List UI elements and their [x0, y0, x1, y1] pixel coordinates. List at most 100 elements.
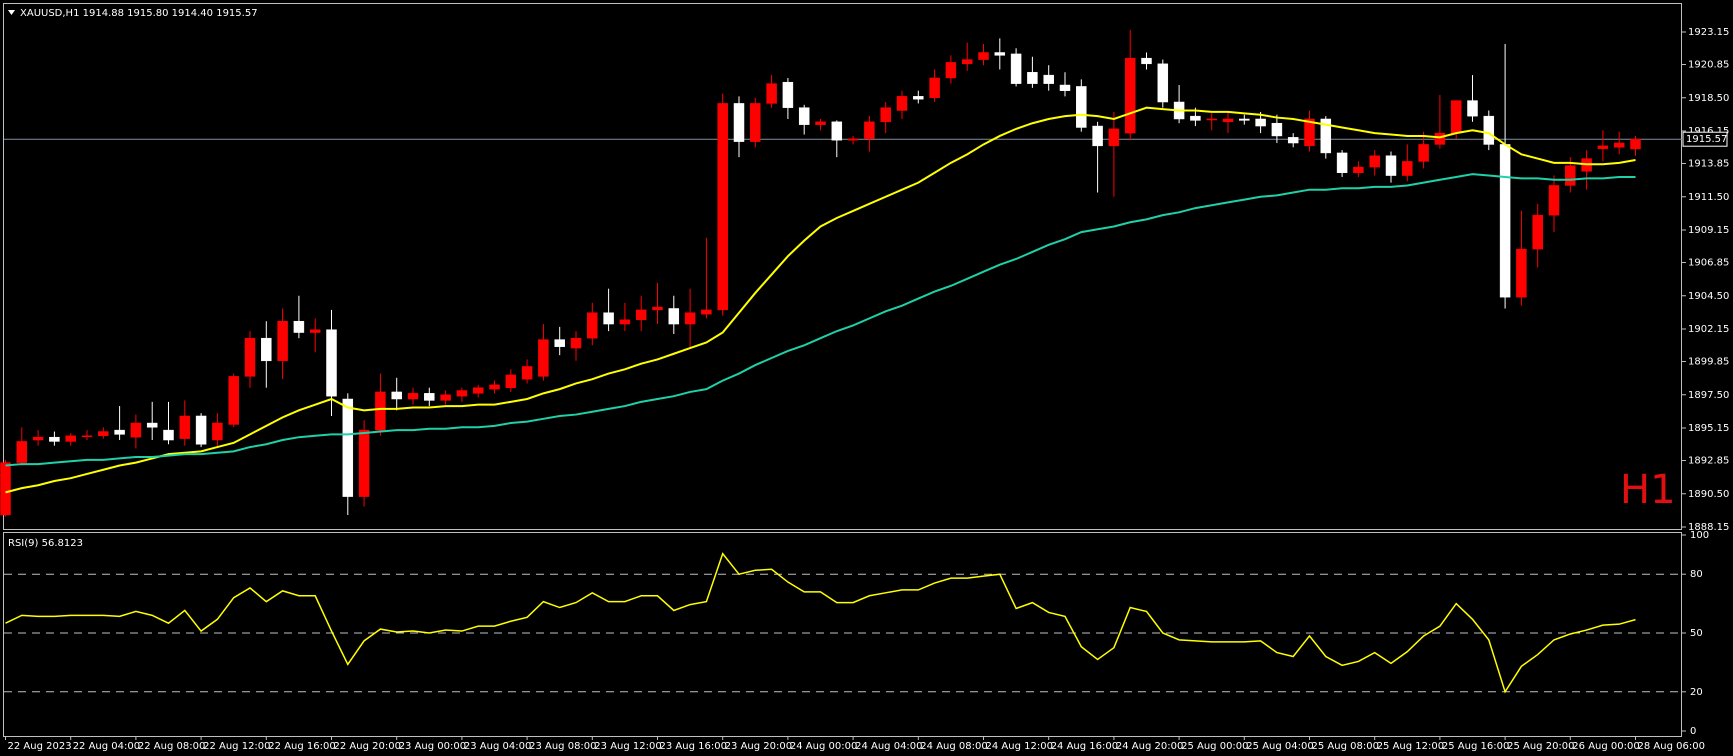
- x-tick-label: 22 Aug 04:00: [73, 741, 140, 752]
- candle-body: [717, 103, 728, 311]
- candle-body: [896, 96, 908, 111]
- x-tick-label: 24 Aug 20:00: [1116, 741, 1183, 752]
- x-tick-label: 23 Aug 20:00: [725, 741, 792, 752]
- rsi-tick-label: 100: [1690, 530, 1709, 541]
- candle-body: [1597, 145, 1609, 149]
- candle-body: [326, 329, 337, 397]
- y-tick-label: 1892.85: [1688, 456, 1729, 467]
- x-tick-label: 23 Aug 08:00: [529, 741, 596, 752]
- candle-body: [16, 441, 28, 463]
- candle-body: [163, 429, 174, 441]
- chart-title: XAUUSD,H1 1914.88 1915.80 1914.40 1915.5…: [20, 8, 258, 19]
- candle-body: [913, 96, 924, 100]
- candle-body: [1532, 214, 1543, 250]
- candle-body: [1076, 86, 1087, 128]
- candle-body: [880, 107, 891, 123]
- candle-body: [0, 462, 11, 516]
- x-tick-label: 25 Aug 08:00: [1312, 741, 1379, 752]
- candle-body: [1402, 161, 1413, 176]
- candle-body: [130, 422, 142, 438]
- candle-body: [1059, 84, 1071, 91]
- candle-body: [375, 391, 386, 431]
- candle-body: [228, 376, 239, 425]
- x-tick-label: 22 Aug 12:00: [203, 741, 270, 752]
- candle-body: [1304, 118, 1315, 147]
- candle-body: [407, 393, 419, 400]
- y-tick-label: 1899.85: [1688, 357, 1729, 368]
- candle-body: [929, 77, 940, 99]
- rsi-tick-label: 0: [1690, 726, 1696, 737]
- last-price-label: 1915.57: [1686, 134, 1727, 145]
- x-tick-label: 23 Aug 12:00: [594, 741, 661, 752]
- rsi-tick-label: 20: [1690, 687, 1703, 698]
- candle-body: [603, 312, 614, 325]
- candle-body: [440, 394, 451, 401]
- candle-body: [212, 422, 223, 441]
- last-price-box: [1682, 131, 1728, 147]
- x-tick-label: 24 Aug 16:00: [1051, 741, 1118, 752]
- candle-body: [1613, 142, 1625, 148]
- candle-body: [1157, 63, 1169, 103]
- x-tick-label: 25 Aug 04:00: [1246, 741, 1313, 752]
- y-tick-label: 1906.85: [1688, 258, 1729, 269]
- candle-body: [1565, 165, 1576, 186]
- candle-body: [489, 384, 500, 390]
- candle-body: [179, 415, 191, 439]
- y-tick-label: 1897.50: [1688, 390, 1729, 401]
- x-tick-label: 24 Aug 00:00: [790, 741, 857, 752]
- candle-body: [65, 435, 76, 442]
- x-tick-label: 22 Aug 08:00: [138, 741, 205, 752]
- x-tick-label: 28 Aug 06:00: [1638, 741, 1705, 752]
- rsi-line: [5, 552, 1636, 694]
- candle-body: [684, 312, 696, 325]
- candle-body: [81, 435, 93, 438]
- candle-body: [1010, 53, 1022, 84]
- candle-body: [1206, 118, 1217, 121]
- candle-body: [1499, 144, 1511, 298]
- candle-body: [1124, 57, 1136, 134]
- panel-menu-arrow: [8, 10, 15, 15]
- y-tick-label: 1895.15: [1688, 423, 1729, 434]
- candle-body: [1092, 125, 1103, 147]
- y-tick-label: 1913.85: [1688, 159, 1729, 170]
- x-tick-label: 22 Aug 16:00: [268, 741, 335, 752]
- y-tick-label: 1888.15: [1688, 522, 1729, 533]
- candle-body: [261, 337, 272, 362]
- candle-body: [98, 431, 109, 437]
- y-tick-label: 1920.85: [1688, 60, 1729, 71]
- y-tick-label: 1909.15: [1688, 225, 1729, 236]
- candle-body: [424, 393, 435, 401]
- candle-body: [146, 422, 158, 428]
- candle-body: [831, 121, 843, 141]
- candle-body: [1516, 248, 1527, 298]
- rsi-panel-frame: [3, 532, 1682, 737]
- candle-body: [1287, 137, 1299, 144]
- x-tick-label: 23 Aug 16:00: [660, 741, 727, 752]
- y-tick-label: 1911.50: [1688, 192, 1729, 203]
- candle-body: [994, 52, 1006, 56]
- candle-body: [782, 81, 794, 108]
- y-tick-label: 1916.15: [1688, 126, 1729, 137]
- candle-body: [815, 121, 826, 125]
- candle-body: [1385, 155, 1397, 176]
- rsi-tick-label: 80: [1690, 569, 1703, 580]
- candle-body: [766, 83, 777, 104]
- x-tick-label: 23 Aug 00:00: [399, 741, 466, 752]
- candle-body: [521, 366, 533, 380]
- candle-body: [652, 306, 663, 311]
- x-tick-label: 25 Aug 12:00: [1377, 741, 1444, 752]
- candle-body: [1043, 74, 1054, 84]
- candle-body: [1027, 72, 1038, 84]
- candle-body: [1108, 128, 1120, 147]
- x-tick-label: 25 Aug 20:00: [1507, 741, 1574, 752]
- x-tick-label: 22 Aug 2023: [8, 741, 72, 752]
- candle-body: [1369, 155, 1380, 168]
- candle-body: [1630, 138, 1641, 150]
- candle-body: [505, 374, 517, 388]
- x-tick-label: 25 Aug 00:00: [1181, 741, 1248, 752]
- candle-body: [619, 319, 631, 325]
- candle-body: [1336, 152, 1348, 173]
- candle-body: [945, 62, 957, 79]
- x-tick-label: 26 Aug 00:00: [1572, 741, 1639, 752]
